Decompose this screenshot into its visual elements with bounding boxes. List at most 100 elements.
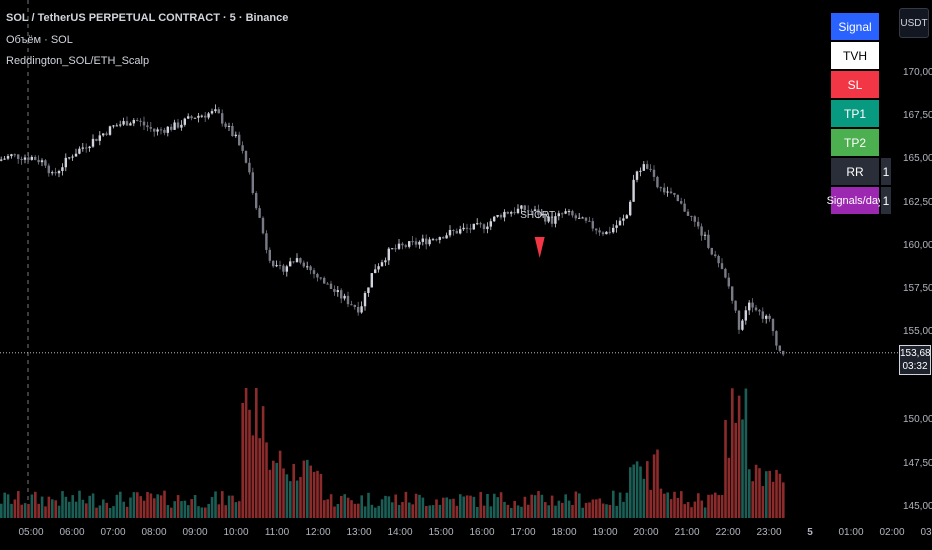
candle: [408, 241, 411, 247]
candle: [632, 179, 635, 202]
volume-bar: [353, 503, 357, 518]
candle: [272, 260, 275, 267]
volume-bar: [731, 388, 734, 518]
candle: [489, 221, 492, 227]
volume-bar: [159, 495, 163, 518]
candle: [10, 154, 13, 157]
volume-bar: [68, 501, 71, 518]
currency-unit-button[interactable]: USDT: [899, 8, 929, 38]
volume-bar: [132, 492, 136, 518]
volume-bar: [268, 469, 272, 518]
candle: [336, 290, 339, 292]
x-tick-label: 02:00: [879, 527, 904, 538]
candle: [496, 214, 499, 217]
candle: [510, 212, 513, 214]
volume-bar: [425, 505, 428, 518]
volume-bar: [234, 502, 238, 518]
candle: [761, 311, 764, 319]
volume-bar: [666, 492, 669, 518]
candle: [275, 265, 278, 267]
volume-bar: [102, 499, 105, 518]
volume-bar: [187, 505, 190, 518]
volume-bar: [683, 504, 686, 518]
volume-bar: [782, 482, 785, 518]
volume-bar: [615, 505, 618, 518]
y-tick-label: 167,50: [903, 110, 932, 121]
volume-bar: [17, 491, 20, 518]
volume-bar: [244, 388, 248, 518]
candle: [278, 265, 282, 267]
x-tick-label: 13:00: [346, 527, 371, 538]
candle: [591, 221, 594, 229]
candle: [421, 238, 424, 242]
volume-bar: [306, 459, 309, 518]
candle: [95, 138, 98, 141]
volume-bar: [435, 499, 438, 518]
volume-bar: [122, 501, 125, 518]
candle: [612, 227, 615, 233]
volume-bar: [146, 491, 149, 518]
volume-bar: [329, 494, 333, 518]
candle: [380, 262, 384, 267]
candle: [605, 231, 608, 235]
x-tick-label: 14:00: [387, 527, 412, 538]
candle: [238, 134, 241, 146]
candle: [697, 221, 700, 227]
volume-bar: [438, 504, 442, 518]
volume-bar: [663, 493, 666, 518]
candle: [649, 168, 652, 170]
volume-bar: [34, 491, 37, 518]
candle: [751, 302, 754, 308]
candle: [125, 121, 129, 126]
volume-bar: [136, 492, 139, 518]
y-tick-label: 157,50: [903, 283, 932, 294]
volume-bar: [612, 490, 615, 518]
candle: [251, 172, 254, 193]
candle: [703, 234, 707, 236]
volume-bar: [567, 500, 571, 518]
signal-table-label: Signal: [830, 12, 880, 41]
volume-bar: [768, 470, 771, 518]
volume-bar: [248, 409, 251, 518]
candle: [289, 261, 292, 267]
x-tick-label: 11:00: [265, 527, 290, 538]
candle: [214, 109, 217, 112]
volume-bar: [564, 494, 567, 518]
volume-bar: [285, 474, 289, 518]
volume-bar: [442, 497, 445, 518]
candle: [17, 154, 20, 159]
candle: [302, 262, 305, 267]
candle: [282, 265, 285, 272]
candle: [159, 129, 163, 131]
volume-bar: [520, 506, 523, 518]
candle: [452, 230, 455, 232]
candle: [91, 138, 95, 147]
volume-bar: [697, 493, 700, 518]
candle: [737, 310, 741, 330]
candle: [6, 156, 10, 159]
candle: [170, 126, 173, 130]
candle: [741, 320, 744, 330]
volume-bar: [550, 495, 554, 518]
volume-bar: [258, 438, 261, 518]
candle: [210, 111, 214, 114]
candle: [578, 217, 581, 219]
candle: [465, 227, 469, 229]
candle: [401, 243, 404, 246]
volume-bar: [265, 442, 268, 518]
volume-bar: [278, 450, 282, 518]
volume-bar: [180, 501, 183, 518]
volume-bar: [547, 505, 550, 518]
candle: [537, 209, 540, 216]
signal-table-row: SL: [830, 70, 880, 99]
volume-bar: [482, 505, 486, 518]
candle: [370, 273, 373, 288]
candle: [34, 156, 37, 160]
candle: [571, 211, 574, 216]
candle: [221, 113, 224, 124]
candle: [384, 260, 387, 263]
candle: [445, 235, 448, 239]
candle: [129, 123, 132, 126]
candle: [54, 172, 57, 174]
